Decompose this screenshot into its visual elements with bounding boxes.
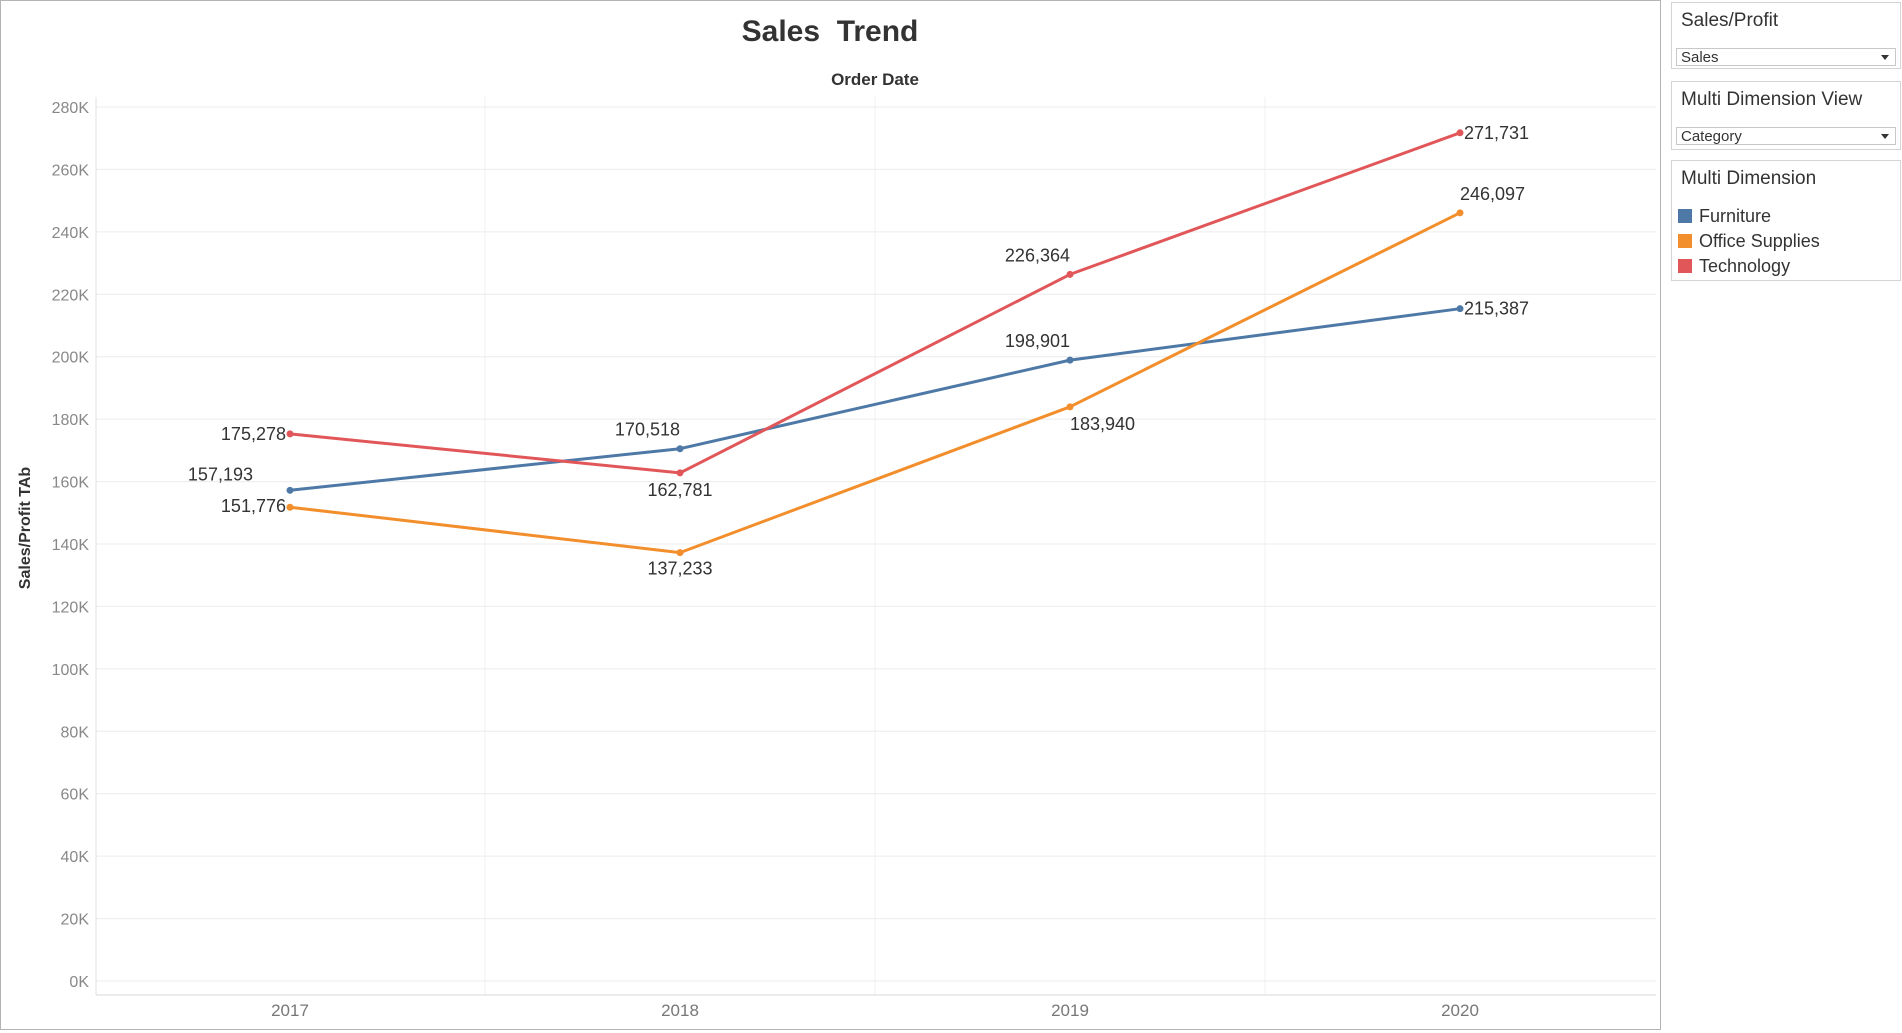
chevron-down-icon xyxy=(1881,134,1889,139)
y-tick-label: 280K xyxy=(52,100,90,117)
chart-subtitle: Order Date xyxy=(831,70,919,89)
y-tick-label: 200K xyxy=(52,350,90,367)
legend-swatch xyxy=(1678,234,1692,248)
data-label-office-supplies: 151,776 xyxy=(221,496,286,516)
data-label-furniture: 215,387 xyxy=(1464,299,1529,319)
legend-title: Multi Dimension xyxy=(1681,168,1817,189)
x-tick-label: 2017 xyxy=(271,1001,309,1020)
y-tick-label: 40K xyxy=(61,849,90,866)
data-label-furniture: 198,901 xyxy=(1005,331,1070,351)
series-line-technology[interactable] xyxy=(289,131,1461,475)
y-tick-label: 20K xyxy=(61,912,90,929)
multi-dimension-view-card: Multi Dimension View Category xyxy=(1671,81,1901,150)
y-tick-label: 140K xyxy=(52,537,90,554)
y-tick-label: 220K xyxy=(52,287,90,304)
y-tick-label: 260K xyxy=(52,162,90,179)
x-tick-label: 2020 xyxy=(1441,1001,1479,1020)
legend-swatch xyxy=(1678,259,1692,273)
y-tick-label: 160K xyxy=(52,475,90,492)
series-line-furniture[interactable] xyxy=(289,307,1461,492)
data-point-furniture[interactable] xyxy=(1066,356,1074,364)
x-tick-label: 2019 xyxy=(1051,1001,1089,1020)
data-point-furniture[interactable] xyxy=(1456,305,1464,313)
legend-label: Office Supplies xyxy=(1699,231,1820,251)
multi-dimension-view-dropdown-value: Category xyxy=(1681,128,1742,145)
filter-side-panel: Sales/Profit Sales Multi Dimension View … xyxy=(1665,0,1901,1033)
y-tick-label: 0K xyxy=(69,974,89,991)
data-point-furniture[interactable] xyxy=(676,445,684,453)
data-point-office-supplies[interactable] xyxy=(286,503,294,511)
y-tick-label: 120K xyxy=(52,599,90,616)
data-label-office-supplies: 246,097 xyxy=(1460,184,1525,204)
data-point-office-supplies[interactable] xyxy=(676,549,684,557)
legend-label: Furniture xyxy=(1699,206,1772,226)
data-label-technology: 175,278 xyxy=(221,424,286,444)
y-tick-label: 240K xyxy=(52,225,90,242)
data-point-technology[interactable] xyxy=(676,469,684,477)
data-label-office-supplies: 183,940 xyxy=(1070,414,1135,434)
sales-profit-card: Sales/Profit Sales xyxy=(1671,2,1901,69)
y-axis-label: Sales/Profit TAb xyxy=(17,467,34,590)
data-label-furniture: 170,518 xyxy=(615,420,680,440)
data-label-technology: 271,731 xyxy=(1464,123,1529,143)
data-point-furniture[interactable] xyxy=(286,486,294,494)
y-tick-label: 60K xyxy=(61,787,90,804)
multi-dimension-view-dropdown[interactable]: Category xyxy=(1676,127,1896,145)
y-tick-label: 80K xyxy=(61,724,90,741)
sales-profit-dropdown-value: Sales xyxy=(1681,49,1719,66)
data-point-office-supplies[interactable] xyxy=(1066,403,1074,411)
data-point-technology[interactable] xyxy=(1066,270,1074,278)
chevron-down-icon xyxy=(1881,55,1889,60)
sales-profit-title: Sales/Profit xyxy=(1681,10,1779,31)
data-point-technology[interactable] xyxy=(286,430,294,438)
data-label-office-supplies: 137,233 xyxy=(647,559,712,579)
data-point-office-supplies[interactable] xyxy=(1456,209,1464,217)
chart-title: Sales Trend xyxy=(742,15,919,48)
series-line-office-supplies[interactable] xyxy=(289,211,1461,555)
chart-panel: Sales Trend Order Date Sales/Profit TAb … xyxy=(0,0,1661,1030)
data-label-technology: 226,364 xyxy=(1005,245,1070,265)
data-label-furniture: 157,193 xyxy=(188,464,253,484)
legend-card: Multi Dimension Furniture Office Supplie… xyxy=(1671,160,1901,281)
x-tick-label: 2018 xyxy=(661,1001,699,1020)
data-label-technology: 162,781 xyxy=(647,480,712,500)
sales-profit-dropdown[interactable]: Sales xyxy=(1676,48,1896,66)
y-tick-label: 100K xyxy=(52,662,90,679)
legend-label: Technology xyxy=(1699,256,1791,276)
legend-swatch xyxy=(1678,209,1692,223)
data-point-technology[interactable] xyxy=(1456,129,1464,137)
multi-dimension-view-title: Multi Dimension View xyxy=(1681,89,1863,110)
line-chart: Sales Trend Order Date Sales/Profit TAb … xyxy=(17,15,1656,1020)
y-tick-label: 180K xyxy=(52,412,90,429)
